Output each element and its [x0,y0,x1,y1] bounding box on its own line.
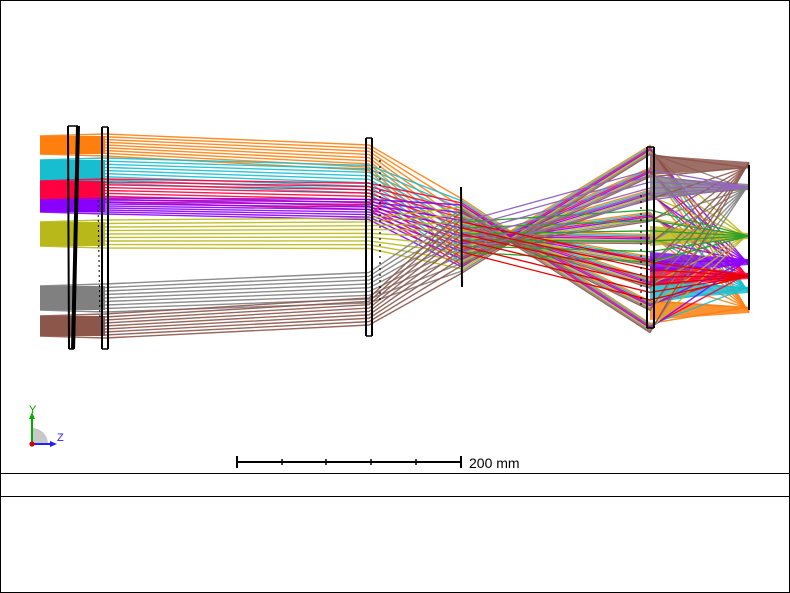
y-axis-arrowhead [29,412,35,419]
panel-divider-bottom [0,496,790,497]
panel-divider-top [0,473,790,474]
ray-bundle-entrance [40,200,105,212]
lens-group-3 [365,137,381,337]
ray-line [649,275,750,294]
ray-line [461,193,651,247]
aperture-stop [460,186,463,288]
ray-line [649,235,750,263]
ray-line [461,181,651,235]
ray-line [649,186,750,195]
layout-3d-viewport[interactable]: Y Z 200 mm [0,0,790,474]
axis-triad[interactable]: Y Z [29,404,64,447]
ray-line [461,233,651,278]
ray-line [39,183,750,332]
axis-origin [29,441,35,447]
ray-line [649,230,750,237]
ray-line [649,275,750,286]
ray-bundle-entrance [40,136,105,154]
ray-bundle-image [650,155,749,175]
ray-line [461,219,651,229]
ray-line [39,161,750,334]
ray-line [461,245,651,294]
ray-line [461,230,651,235]
ray-fans [39,133,750,339]
ray-line [461,169,651,223]
y-axis-label: Y [29,404,37,416]
ray-line [39,197,750,329]
ray-line [461,239,651,286]
ray-line [649,235,750,253]
ray-line [461,239,651,242]
ray-bundle-entrance [40,160,105,181]
ray-line [649,219,750,237]
ray-line [649,175,750,188]
ray-line [649,181,750,188]
ray-line [461,175,651,229]
lens-elements [67,125,750,350]
ray-line [39,206,750,331]
lens-group-2 [97,126,109,350]
ray-line [649,275,750,301]
ray-line [461,199,651,253]
info-panel [1,497,789,591]
ray-line [649,268,750,277]
z-axis-arrowhead [50,441,57,447]
lens-group-4 [640,146,655,329]
lens-group-1 [67,125,80,350]
ray-line [39,157,750,326]
info-strip [1,474,789,496]
ray-line [649,186,750,201]
ray-line [649,275,750,278]
ray-trace-plot: Y Z 200 mm [29,125,750,471]
ray-bundle-entrance [40,222,105,246]
scale-bar-label: 200 mm [469,455,520,471]
ray-line [649,235,750,242]
ray-line [461,221,651,263]
ray-line [39,178,750,328]
ray-line [649,261,750,277]
ray-line [39,133,750,325]
ray-line [649,209,750,237]
scale-bar: 200 mm [236,455,520,471]
ray-line [461,227,651,271]
axis-triad-shade [32,428,48,444]
ray-line [649,186,750,189]
z-axis-label: Z [57,432,64,444]
ray-line [649,169,750,188]
ray-line [461,187,651,241]
ray-line [461,251,651,301]
ray-bundle-entrance [40,181,105,200]
